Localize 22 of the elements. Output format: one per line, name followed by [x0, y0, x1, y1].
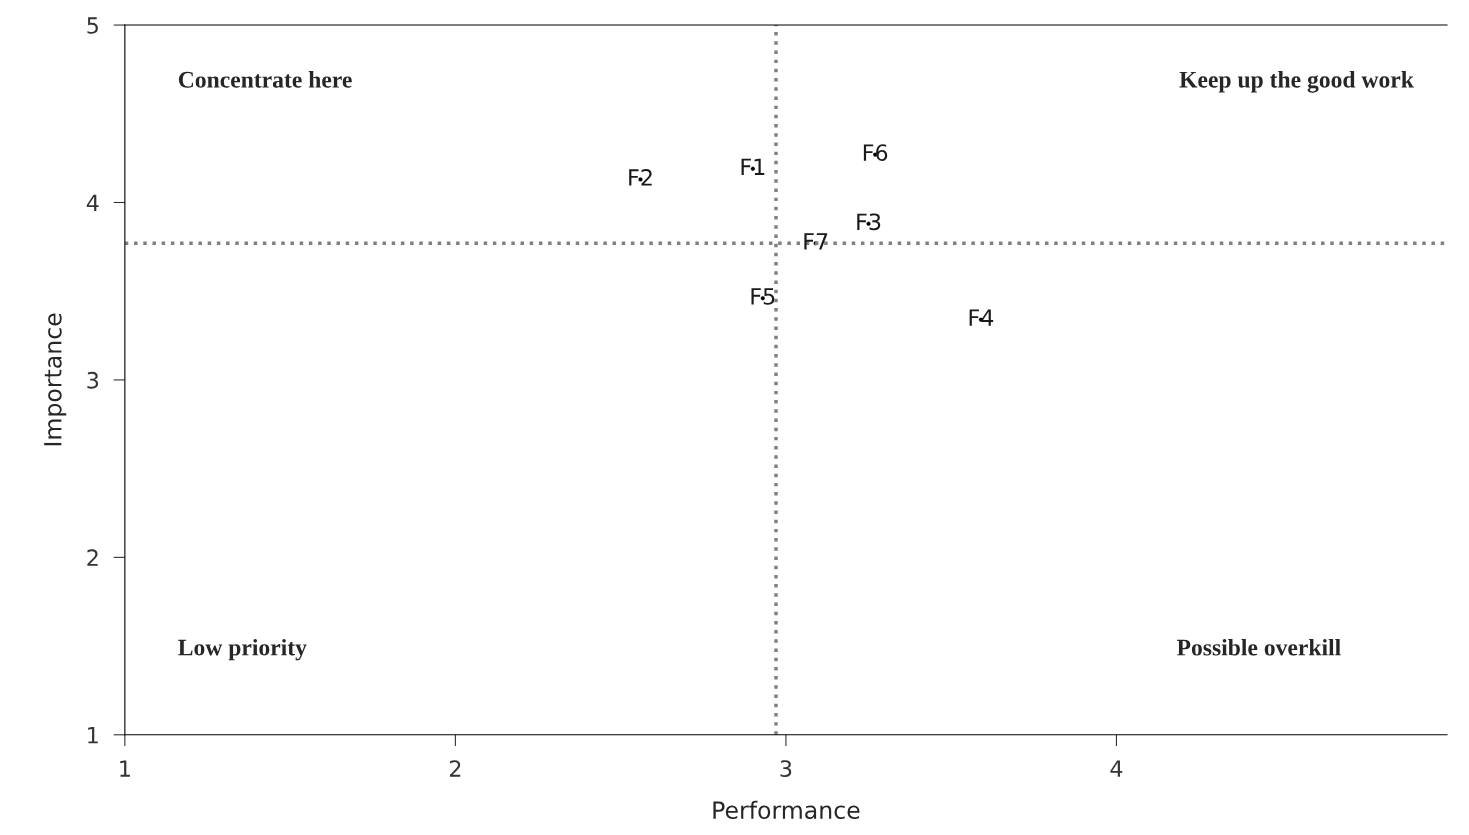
data-label: F2	[629, 169, 652, 186]
annotation: Possible overkill	[1176, 638, 1341, 656]
data-label: F5	[751, 288, 775, 305]
y-tick-label: 1	[88, 727, 98, 744]
x-axis-title: Performance	[713, 800, 860, 820]
y-tick-label: 5	[87, 17, 98, 34]
x-tick-label: 4	[1110, 760, 1123, 777]
annotation: Concentrate here	[178, 71, 352, 88]
y-axis-title: Importance	[44, 313, 67, 446]
data-label: F3	[857, 213, 881, 231]
data-label: F6	[863, 144, 888, 162]
y-tick-label: 4	[86, 194, 99, 211]
y-tick-label: 2	[87, 549, 98, 566]
x-tick-label: 1	[120, 760, 130, 777]
annotation: Keep up the good work	[1179, 71, 1414, 93]
data-label: F4	[969, 309, 994, 326]
x-tick-label: 3	[780, 760, 792, 777]
x-tick-label: 2	[449, 760, 461, 777]
annotation: Low priority	[178, 638, 307, 661]
data-label: F7	[804, 233, 828, 250]
y-tick-label: 3	[87, 371, 99, 389]
data-label: F1	[741, 158, 765, 175]
